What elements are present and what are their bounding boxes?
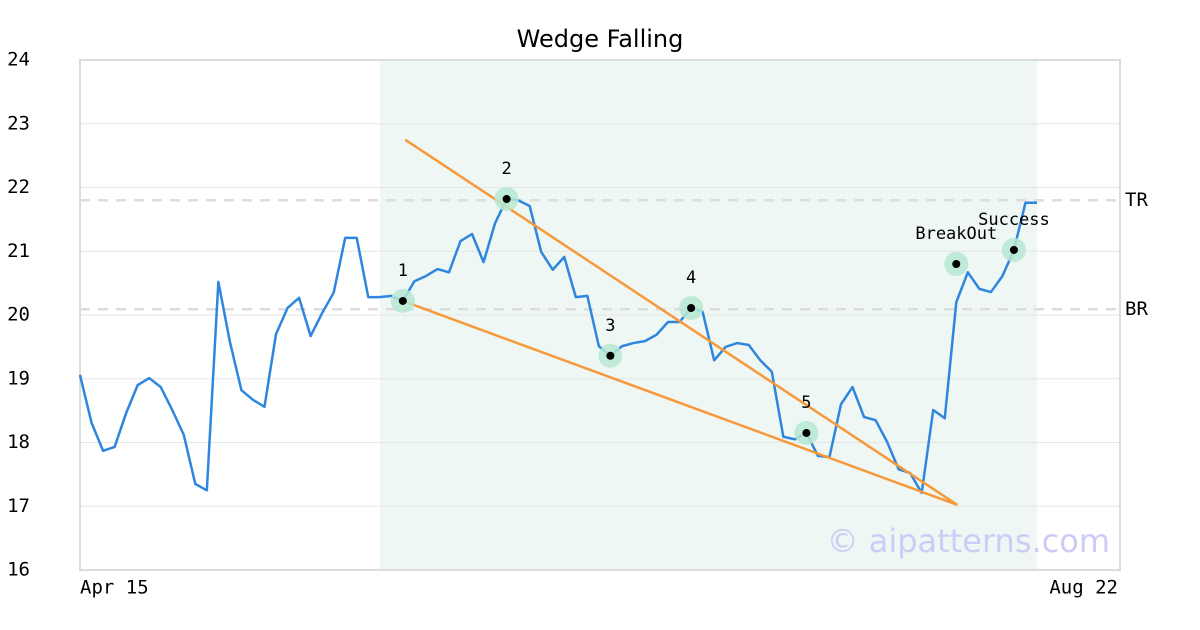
x-tick-label: Apr 15: [80, 577, 149, 599]
point-dot: [1009, 245, 1018, 254]
point-label: BreakOut: [915, 224, 997, 244]
x-tick-label: Aug 22: [1049, 577, 1118, 599]
point-label: 3: [605, 316, 615, 336]
y-tick-label: 21: [7, 240, 30, 262]
y-tick-label: 20: [7, 304, 30, 326]
plot-border: [79, 59, 1121, 571]
trend-line: [402, 299, 958, 507]
point-dot: [606, 351, 615, 360]
point-dot: [398, 296, 407, 305]
point-label: Success: [978, 210, 1050, 230]
watermark: © aipatterns.com: [827, 522, 1110, 560]
y-tick-label: 17: [7, 495, 30, 517]
point-label: 5: [801, 393, 811, 413]
point-label: 2: [501, 159, 511, 179]
y-tick-label: 23: [7, 112, 30, 134]
y-tick-label: 19: [7, 367, 30, 389]
y-tick-label: 24: [7, 49, 30, 71]
y-tick-label: 18: [7, 431, 30, 453]
point-dot: [952, 260, 961, 268]
level-label: BR: [1125, 298, 1148, 320]
point-label: 4: [686, 268, 696, 288]
chart-title: Wedge Falling: [517, 25, 684, 53]
y-tick-label: 22: [7, 176, 30, 198]
level-label: TR: [1125, 189, 1148, 211]
price-line: [78, 197, 1037, 495]
point-dot: [502, 194, 511, 203]
y-tick-label: 16: [7, 559, 30, 581]
point-dot: [687, 303, 696, 312]
point-label: 1: [398, 261, 408, 281]
point-dot: [802, 428, 811, 437]
